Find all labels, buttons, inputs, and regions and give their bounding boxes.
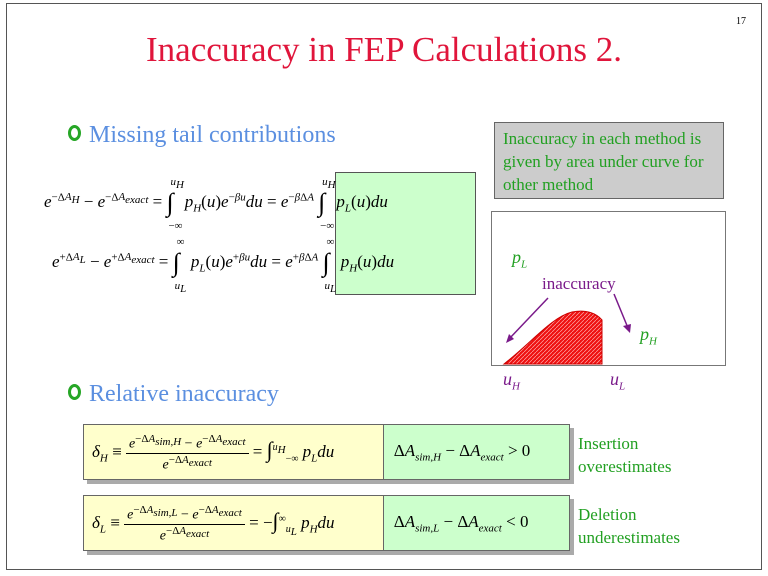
- deletion-label-line1: Deletion: [578, 505, 637, 524]
- bullet-relative-inaccuracy-text: Relative inaccuracy: [89, 381, 279, 407]
- note-box: Inaccuracy in each method is given by ar…: [494, 122, 724, 199]
- page-number: 17: [736, 16, 746, 27]
- formula-delta-H: δH ≡ e−ΔAsim,H − e−ΔAexact e−ΔAexact = ∫u…: [84, 425, 384, 479]
- plot-label-pL: pL: [512, 247, 528, 271]
- equation-highlight-box: [335, 172, 476, 295]
- plot-label-inaccuracy: inaccuracy: [542, 274, 616, 293]
- arrow-pL-head: [506, 334, 514, 343]
- insertion-label: Insertion overestimates: [578, 432, 671, 478]
- inaccuracy-area: [502, 310, 603, 365]
- equation-pL-tail: e+ΔAL − e+ΔAexact = ∫ ∞ uL pL(u)e+βudu = e…: [52, 236, 395, 296]
- bullet-ring-icon: [68, 125, 81, 142]
- bullet-missing-tail: Missing tail contributions: [68, 122, 336, 149]
- result-delta-H: ΔAsim,H − ΔAexact > 0: [383, 425, 569, 479]
- bullet-relative-inaccuracy: Relative inaccuracy: [68, 381, 279, 408]
- inaccuracy-plot: pL inaccuracy pH: [491, 211, 726, 366]
- formula-row-insertion: δH ≡ e−ΔAsim,H − e−ΔAexact e−ΔAexact = ∫u…: [83, 424, 570, 480]
- slide-title: Inaccuracy in FEP Calculations 2.: [146, 30, 622, 69]
- plot-label-pH: pH: [640, 324, 657, 348]
- slide-frame: [6, 3, 762, 570]
- formula-row-deletion: δL ≡ e−ΔAsim,L − e−ΔAexact e−ΔAexact = −∫…: [83, 495, 570, 551]
- note-text: Inaccuracy in each method is given by ar…: [503, 129, 704, 194]
- arrow-pL-line: [508, 297, 549, 340]
- insertion-label-line2: overestimates: [578, 457, 672, 476]
- deletion-label: Deletion underestimates: [578, 503, 680, 549]
- equation-pH-tail: e−ΔAH − e−ΔAexact = ∫ uH −∞ pH(u)e−βudu = …: [44, 176, 388, 232]
- arrow-pH-line: [613, 293, 629, 329]
- deletion-label-line2: underestimates: [578, 528, 680, 547]
- arrow-pH-head: [623, 324, 631, 333]
- insertion-label-line1: Insertion: [578, 434, 639, 453]
- formula-delta-L: δL ≡ e−ΔAsim,L − e−ΔAexact e−ΔAexact = −∫…: [84, 496, 384, 550]
- result-delta-L: ΔAsim,L − ΔAexact < 0: [383, 496, 569, 550]
- bullet-ring-icon: [68, 384, 81, 401]
- plot-svg: [502, 293, 631, 365]
- bullet-missing-tail-text: Missing tail contributions: [89, 122, 336, 148]
- axis-label-uH: uH: [503, 369, 520, 393]
- axis-label-uL: uL: [610, 369, 626, 393]
